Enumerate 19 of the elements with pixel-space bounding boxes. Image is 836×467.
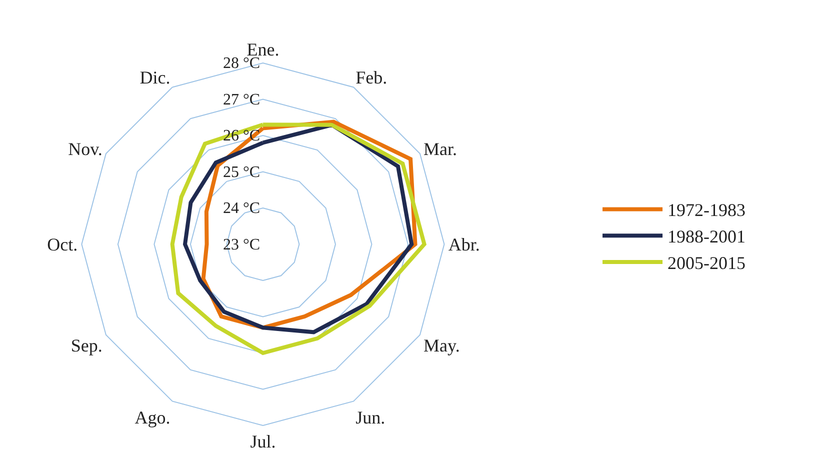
- spoke-label: Dic.: [140, 68, 170, 88]
- y-tick-label: 23 °C: [222, 236, 260, 254]
- y-tick-label: 24 °C: [222, 200, 260, 218]
- spoke-label: Nov.: [68, 139, 102, 160]
- spoke-label: Abr.: [448, 234, 480, 255]
- spoke-label: Mar.: [424, 139, 458, 160]
- spoke-label: Feb.: [356, 68, 388, 88]
- y-tick-label: 28 °C: [222, 55, 260, 72]
- spoke-label: Jul.: [250, 432, 276, 452]
- spoke-label: May.: [424, 335, 460, 356]
- spoke-label: Ago.: [134, 408, 170, 428]
- legend-label: 1972-1983: [668, 200, 746, 220]
- legend-label: 1988-2001: [668, 226, 746, 247]
- y-tick-label: 25 °C: [222, 164, 260, 181]
- spoke-label: Oct.: [47, 234, 78, 255]
- spoke-label: Sep.: [70, 335, 102, 356]
- spoke-label: Jun.: [356, 408, 386, 428]
- legend-label: 2005-2015: [668, 253, 746, 274]
- y-tick-label: 27 °C: [222, 91, 260, 108]
